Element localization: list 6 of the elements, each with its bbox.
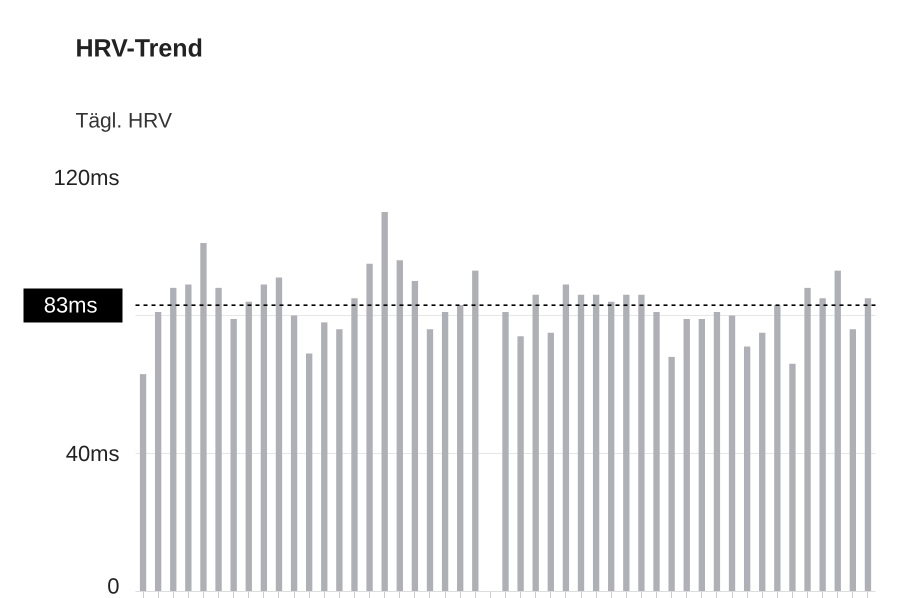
y-tick-label: 0 bbox=[107, 574, 120, 598]
ref-line-label: 83ms bbox=[44, 292, 98, 318]
y-tick-label: 40ms bbox=[66, 441, 120, 466]
chart-title: HRV-Trend bbox=[76, 34, 203, 62]
y-tick-label: 120ms bbox=[53, 165, 120, 190]
chart-subtitle: Tägl. HRV bbox=[76, 110, 172, 132]
